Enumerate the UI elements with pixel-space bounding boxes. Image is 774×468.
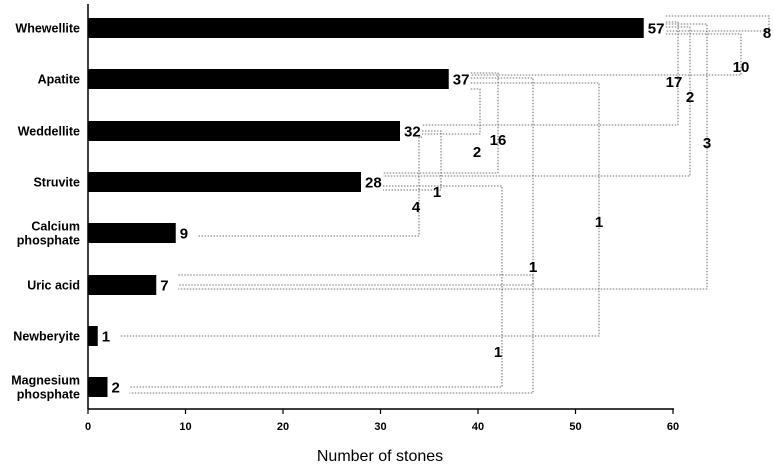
connector-apatite-newberyite — [119, 82, 600, 337]
value-label-newberyite: 1 — [102, 329, 110, 346]
connector-weddellite-struvite — [383, 130, 442, 191]
bar-uric-acid — [88, 275, 157, 295]
category-label-weddellite: Weddellite — [18, 125, 80, 139]
connector-uric-acid-uric-acid-count: 1 — [529, 259, 537, 276]
connector-apatite-newberyite-count: 1 — [595, 214, 603, 231]
connector-whewellite-apatite — [470, 33, 742, 76]
x-tick-label-10: 10 — [179, 421, 191, 433]
connector-struvite-magnesium-phosphate-count: 1 — [494, 344, 502, 361]
connector-uric-acid-uric-acid — [178, 274, 534, 286]
category-label-newberyite: Newberyite — [13, 330, 80, 344]
value-label-apatite: 37 — [453, 72, 470, 89]
x-tick-label-30: 30 — [374, 421, 386, 433]
bar-newberyite — [88, 326, 98, 346]
connector-whewellite-apatite-count: 10 — [733, 59, 750, 76]
category-label-apatite: Apatite — [38, 73, 80, 87]
value-label-struvite: 28 — [365, 175, 382, 192]
connector-whewellite-whewellite-count: 8 — [763, 25, 771, 42]
x-axis-title: Number of stones — [317, 448, 443, 465]
connector-weddellite-calcium-phosphate-count: 4 — [412, 199, 421, 216]
connector-weddellite-calcium-phosphate — [197, 136, 422, 237]
connector-whewellite-whewellite — [665, 15, 770, 32]
connector-weddellite-struvite-count: 1 — [433, 184, 441, 201]
bar-apatite — [88, 69, 449, 89]
connector-apatite-weddellite — [422, 88, 481, 135]
value-labels: 57 37 32 28 9 7 1 2 — [102, 21, 665, 397]
x-tick-label-60: 60 — [667, 421, 679, 433]
value-label-magnesium-phosphate: 2 — [112, 380, 120, 397]
x-tick-label-40: 40 — [472, 421, 484, 433]
category-label-calcium-phosphate: Calcium phosphate — [17, 220, 80, 248]
category-labels: Whewellite Apatite Weddellite Struvite Calci… — [11, 22, 80, 402]
axes-group: 0 10 20 30 40 50 60 — [85, 4, 679, 433]
bars-group — [88, 18, 644, 397]
value-label-whewellite: 57 — [648, 21, 665, 38]
value-label-uric-acid: 7 — [160, 278, 168, 295]
connector-apatite-weddellite-count: 2 — [473, 144, 481, 161]
bar-magnesium-phosphate — [88, 377, 108, 397]
bar-whewellite — [88, 18, 644, 38]
bar-calcium-phosphate — [88, 223, 176, 243]
value-label-calcium-phosphate: 9 — [180, 226, 188, 243]
x-tick-label-0: 0 — [85, 421, 91, 433]
category-label-struvite: Struvite — [33, 176, 80, 190]
bar-weddellite — [88, 121, 400, 141]
connector-struvite-magnesium-phosphate — [129, 185, 503, 388]
connector-apatite-magnesium-phosphate — [129, 77, 534, 394]
value-label-weddellite: 32 — [404, 124, 421, 141]
category-label-magnesium-phosphate: Magnesium phosphate — [11, 374, 80, 402]
category-label-whewellite: Whewellite — [15, 22, 80, 36]
connector-apatite-struvite-count: 16 — [490, 132, 507, 149]
x-tick-label-50: 50 — [569, 421, 581, 433]
co-occurrence-connectors — [119, 15, 770, 394]
connector-whewellite-weddellite-count: 17 — [666, 74, 683, 91]
connector-whewellite-uric-acid-count: 3 — [703, 135, 711, 152]
connector-whewellite-struvite-count: 2 — [686, 89, 694, 106]
x-tick-label-20: 20 — [277, 421, 289, 433]
category-label-uric-acid: Uric acid — [27, 279, 80, 293]
bar-struvite — [88, 172, 361, 192]
connector-whewellite-weddellite — [422, 21, 679, 126]
connector-whewellite-uric-acid — [178, 23, 708, 290]
connector-whewellite-struvite — [383, 26, 691, 177]
connector-apatite-magnesium-phosphate-count: 1 — [529, 259, 537, 276]
